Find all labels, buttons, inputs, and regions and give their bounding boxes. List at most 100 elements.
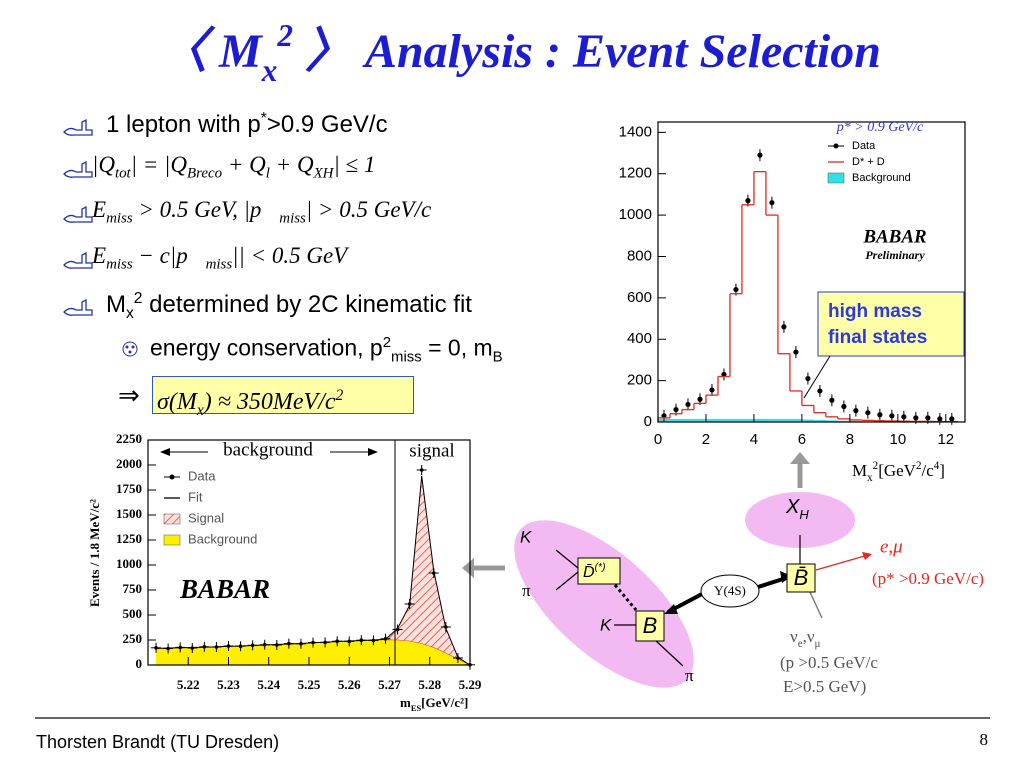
label: K — [520, 527, 532, 546]
text-run: miss — [391, 348, 422, 366]
bar — [705, 418, 718, 422]
legend-swatch — [163, 513, 181, 525]
annotation: p* > 0.9 GeV/c — [836, 120, 924, 135]
text-run: 2 — [873, 460, 879, 472]
bullet-icon — [63, 251, 93, 269]
bullet-icon — [63, 160, 93, 178]
y-tick-label: 250 — [123, 631, 143, 646]
data-point — [853, 408, 859, 414]
legend-label: Background — [188, 531, 257, 546]
legend-label: Data — [188, 468, 216, 483]
data-point — [709, 387, 715, 393]
y-tick-label: 400 — [627, 330, 652, 347]
data-point — [865, 410, 871, 416]
x-tick-label: 6 — [798, 431, 806, 448]
x-axis-label: Mx2[GeV2/c4] — [852, 460, 945, 484]
diagram-labels: K π D̄(*) K B π Υ(4S) B̄ XH e,μ (p* >0.9… — [520, 496, 984, 696]
legend-label: Data — [852, 140, 876, 152]
bullet-icon — [63, 118, 93, 136]
x-tick-label: 5.22 — [177, 677, 200, 692]
y-tick-label: 1000 — [619, 206, 652, 223]
label: K — [600, 615, 612, 634]
fit-line — [156, 476, 471, 666]
text-run: m — [400, 695, 411, 710]
x-tick-label: 5.24 — [257, 677, 280, 692]
bar — [753, 418, 766, 422]
y-tick-label: 0 — [644, 413, 652, 430]
bullet: Mx2 determined by 2C kinematic fit — [106, 290, 472, 323]
text-run: 2 — [276, 18, 293, 53]
bar — [825, 420, 838, 422]
bar — [813, 419, 826, 422]
annotation: BABAR — [179, 574, 270, 604]
label: D̄(*) — [583, 562, 606, 581]
text-run: l — [265, 165, 270, 182]
annotation: background — [223, 439, 313, 460]
text-run: 2 — [382, 334, 392, 351]
text-run: x — [867, 472, 873, 484]
data-point — [829, 397, 835, 403]
b-box — [635, 610, 665, 642]
arrowhead — [368, 448, 378, 456]
x-tick-label: 4 — [750, 431, 758, 448]
text-run: D̄ — [583, 564, 595, 581]
legend-label: D* + D — [852, 156, 885, 168]
text-run: | > 0.5 GeV/c — [305, 197, 432, 222]
slide-title: 〈 Mx2 〉 Analysis : Event Selection — [159, 18, 881, 88]
arrowhead — [160, 448, 170, 456]
legend-swatch — [833, 143, 839, 149]
bar — [681, 418, 694, 422]
y-tick-label: 800 — [627, 247, 652, 264]
data-point — [419, 468, 424, 472]
y-tick-label: 500 — [123, 606, 143, 621]
y-tick-label: 1200 — [619, 165, 652, 182]
annotation: Preliminary — [865, 248, 925, 262]
bullet: 1 lepton with p*>0.9 GeV/c — [106, 110, 388, 139]
text-run: * — [260, 110, 267, 127]
text-run: + Q — [269, 152, 314, 177]
data-point — [154, 646, 158, 650]
text-run: + Q — [222, 152, 266, 177]
y-tick-label: 2000 — [116, 456, 142, 471]
bar — [729, 418, 742, 422]
bar — [693, 418, 706, 422]
label: π — [522, 581, 531, 600]
data-point — [901, 414, 907, 420]
text-run: ,ν — [803, 627, 815, 646]
bar — [777, 418, 790, 422]
y-tick-label: 750 — [123, 581, 143, 596]
arrow: ⇒ — [118, 380, 140, 410]
bar — [741, 418, 754, 422]
text-run: determined by 2C kinematic fit — [142, 291, 472, 318]
data-point — [456, 656, 460, 660]
data-point — [805, 375, 811, 382]
legend-swatch — [827, 172, 845, 184]
text-run: E — [92, 243, 107, 268]
data-point — [937, 416, 943, 422]
arrowhead — [862, 552, 872, 560]
text-run: 〉 Analysis : Event Selection — [293, 25, 881, 78]
data-point — [889, 413, 895, 419]
bar — [765, 418, 778, 422]
decay-lines — [555, 549, 684, 667]
legend-swatch — [163, 534, 181, 546]
bar — [789, 418, 802, 422]
text-run: M — [852, 461, 867, 480]
label: E>0.5 GeV) — [783, 677, 866, 696]
label: π — [685, 666, 694, 685]
text-run: 1 lepton with p — [106, 111, 261, 138]
bar — [669, 418, 682, 422]
xh-ellipse — [745, 492, 855, 548]
text-run: e — [798, 638, 803, 650]
plot-frame — [657, 121, 966, 423]
text-run: | = |Q — [130, 152, 187, 177]
data-point — [661, 413, 667, 419]
text-run: miss — [106, 210, 133, 227]
text-run: ] — [939, 461, 945, 480]
x-tick-label: 10 — [890, 431, 907, 448]
text-run: 2 — [916, 460, 922, 472]
label: B — [643, 613, 658, 638]
text-run: Breco — [187, 165, 223, 182]
data-point — [793, 349, 799, 355]
